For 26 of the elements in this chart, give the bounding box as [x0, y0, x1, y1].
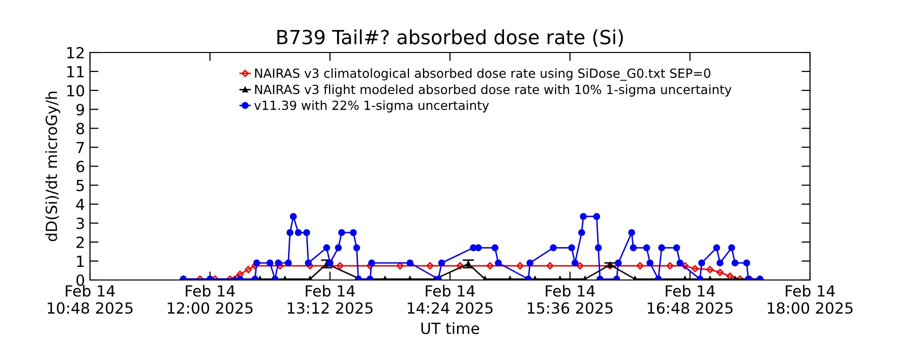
x-tick-label: Feb 14 13:12 2025 [288, 284, 373, 314]
x-tick-label: Feb 14 14:24 2025 [408, 284, 493, 314]
y-tick-label: 12 [67, 46, 84, 58]
x-tick-label: Feb 14 16:48 2025 [648, 284, 733, 314]
y-tick-label: 3 [76, 218, 84, 230]
y-tick-label: 2 [76, 236, 84, 248]
y-tick-label: 6 [76, 160, 84, 172]
x-tick-label: Feb 14 10:48 2025 [48, 284, 133, 314]
y-tick-label: 7 [76, 142, 84, 154]
y-tick-label: 0 [76, 274, 84, 286]
legend-label: NAIRAS v3 flight modeled absorbed dose rate with 10% 1-sigma uncertainty [255, 84, 732, 97]
y-tick-label: 10 [67, 84, 84, 96]
y-tick-label: 9 [76, 104, 84, 116]
x-tick-label: Feb 14 18:00 2025 [768, 284, 853, 314]
y-tick-label: 4 [76, 198, 84, 210]
y-tick-label: 1 [77, 256, 84, 267]
y-tick-label: 5 [76, 180, 84, 192]
y-axis-title: dD(Si)/dt microGy/h [45, 92, 60, 242]
y-tick-label: 8 [76, 122, 84, 134]
legend-label: v11.39 with 22% 1-sigma uncertainty [254, 100, 489, 112]
x-tick-label: Feb 14 15:36 2025 [528, 284, 613, 314]
x-axis-title: UT time [421, 322, 480, 334]
y-tick-label: 11 [67, 66, 84, 78]
x-tick-label: Feb 14 12:00 2025 [168, 284, 253, 314]
chart-title: B739 Tail#? absorbed dose rate (Si) [277, 29, 623, 47]
legend-label: NAIRAS v3 climatological absorbed dose rate using SiDose_G0.txt SEP=0 [255, 68, 710, 81]
